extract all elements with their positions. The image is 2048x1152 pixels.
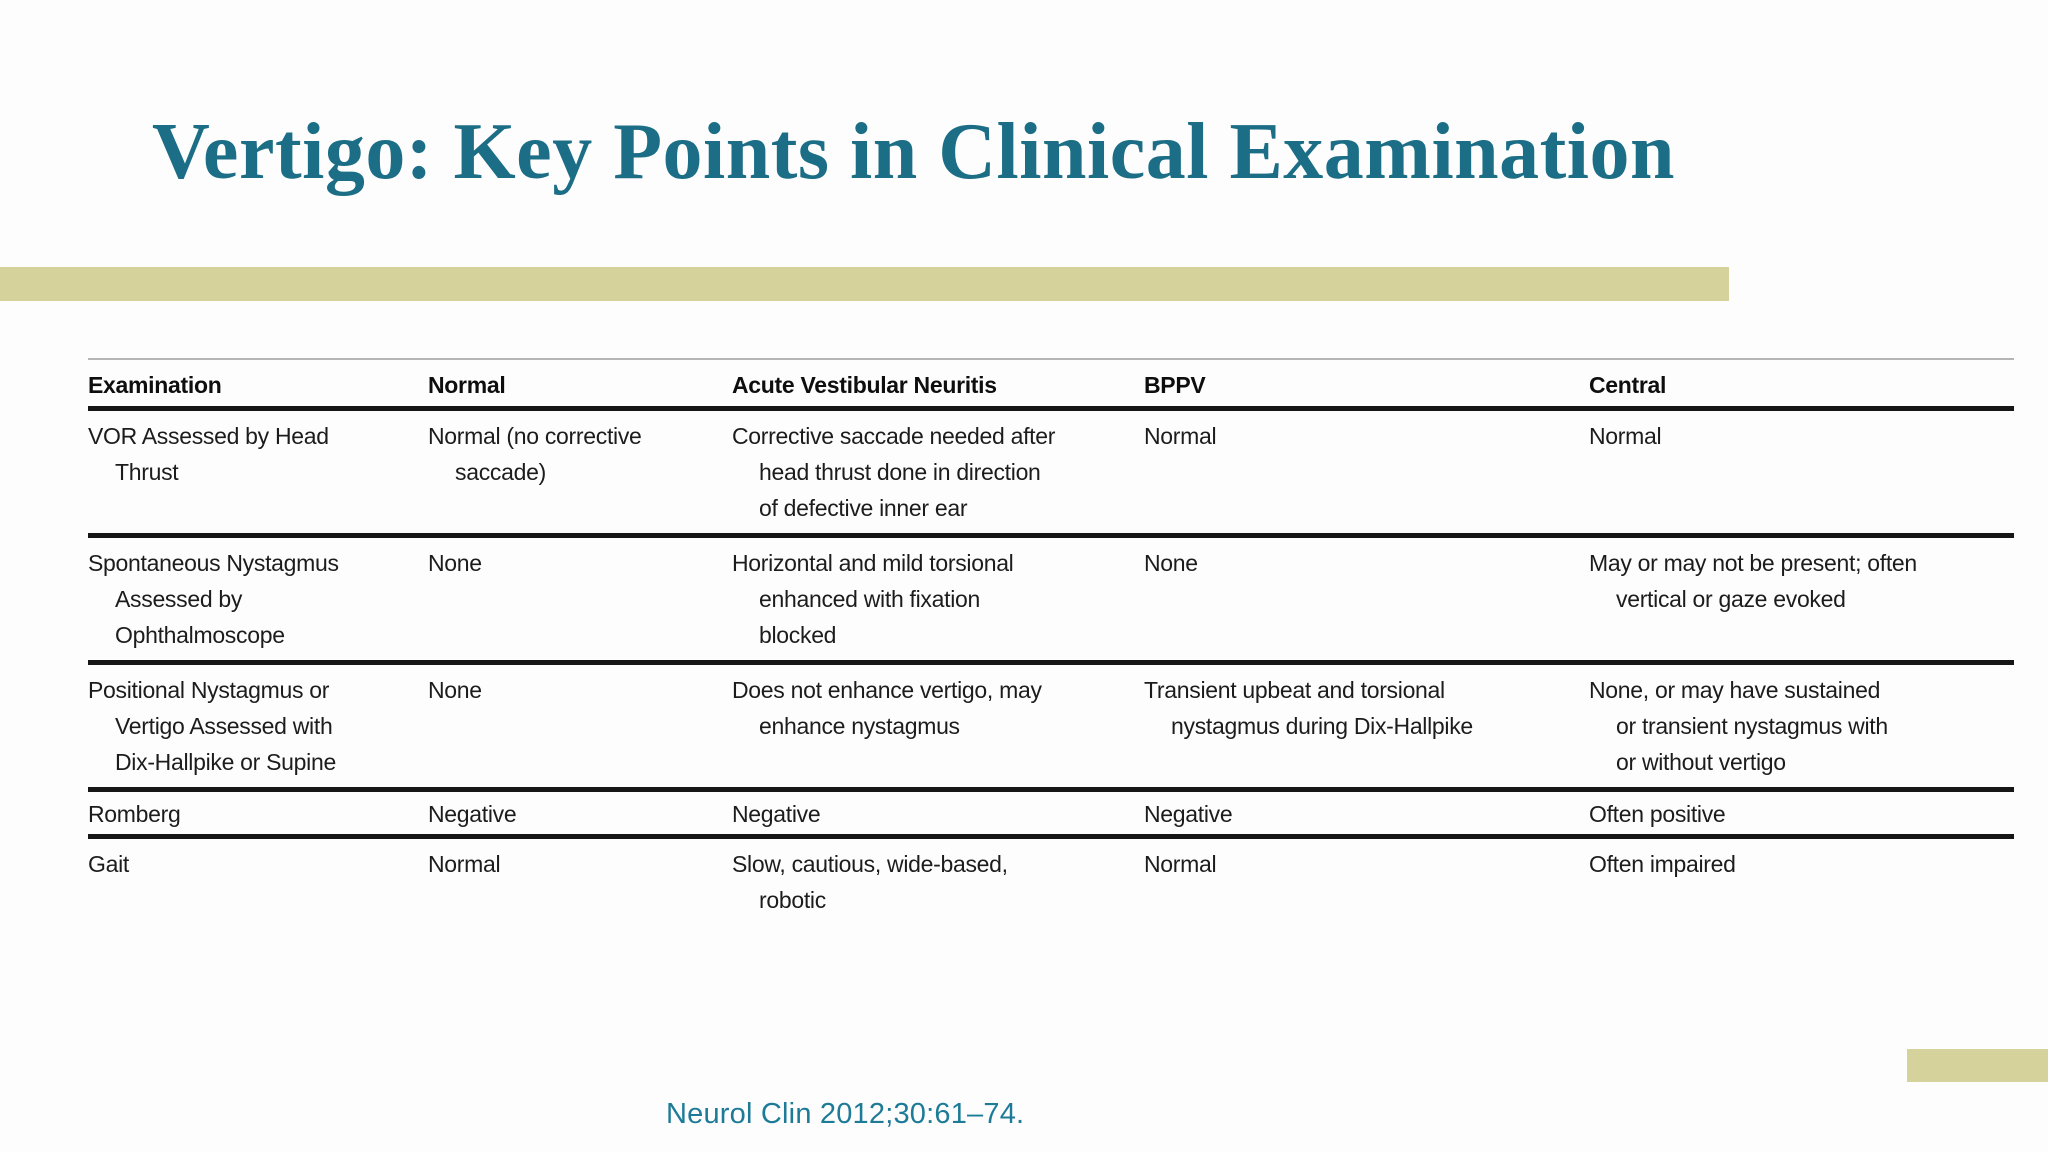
table-cell: None, or may have sustained or transient…	[1589, 677, 1888, 775]
table-cell: Horizontal and mild torsional enhanced w…	[732, 550, 1014, 648]
table-cell: Corrective saccade needed after head thr…	[732, 423, 1056, 521]
table-row-gait: Gait Normal Slow, cautious, wide-based, …	[88, 839, 2014, 925]
table-cell: Often positive	[1589, 801, 1726, 827]
table-row-romberg: Romberg Negative Negative Negative Often…	[88, 792, 2014, 839]
table-cell: Transient upbeat and torsional nystagmus…	[1144, 677, 1473, 739]
column-header-central: Central	[1589, 372, 1667, 398]
table-cell: Negative	[732, 801, 821, 827]
table-cell: Negative	[1144, 801, 1233, 827]
table-cell: May or may not be present; often vertica…	[1589, 550, 1917, 612]
table-cell: None	[428, 677, 482, 703]
column-header-normal: Normal	[428, 372, 506, 398]
table-cell: Romberg	[88, 801, 181, 827]
table-cell: None	[428, 550, 482, 576]
accent-bar	[0, 267, 1729, 301]
table-cell: VOR Assessed by Head Thrust	[88, 423, 329, 485]
table-row-vor-head-thrust: VOR Assessed by Head Thrust Normal (no c…	[88, 411, 2014, 538]
table-cell: Gait	[88, 851, 129, 877]
table-cell: Normal	[428, 851, 501, 877]
column-header-bppv: BPPV	[1144, 372, 1206, 398]
citation: Neurol Clin 2012;30:61–74.	[666, 1098, 1025, 1130]
table-row-positional-nystagmus: Positional Nystagmus or Vertigo Assessed…	[88, 665, 2014, 792]
table-cell: Negative	[428, 801, 517, 827]
table-row-spontaneous-nystagmus: Spontaneous Nystagmus Assessed by Ophtha…	[88, 538, 2014, 665]
table-cell: Slow, cautious, wide-based, robotic	[732, 851, 1008, 913]
table-cell: Normal (no corrective saccade)	[428, 423, 642, 485]
table-header-row: Examination Normal Acute Vestibular Neur…	[88, 358, 2014, 411]
clinical-examination-table: Examination Normal Acute Vestibular Neur…	[88, 358, 2014, 925]
accent-block	[1907, 1049, 2048, 1082]
table-cell: Normal	[1589, 423, 1662, 449]
table-cell: None	[1144, 550, 1198, 576]
table-cell: Positional Nystagmus or Vertigo Assessed…	[88, 677, 336, 775]
column-header-examination: Examination	[88, 372, 222, 398]
table-cell: Does not enhance vertigo, may enhance ny…	[732, 677, 1042, 739]
table-cell: Normal	[1144, 851, 1217, 877]
table-cell: Spontaneous Nystagmus Assessed by Ophtha…	[88, 550, 339, 648]
column-header-acute-vestibular-neuritis: Acute Vestibular Neuritis	[732, 372, 997, 398]
slide-title: Vertigo: Key Points in Clinical Examinat…	[152, 108, 1676, 196]
table-cell: Normal	[1144, 423, 1217, 449]
table-cell: Often impaired	[1589, 851, 1736, 877]
